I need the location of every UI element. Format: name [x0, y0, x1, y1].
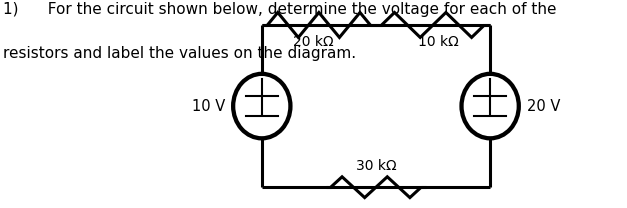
Text: 20 kΩ: 20 kΩ	[293, 35, 334, 49]
Text: 1)      For the circuit shown below, determine the voltage for each of the: 1) For the circuit shown below, determin…	[3, 2, 556, 17]
Text: 20 V: 20 V	[527, 99, 561, 114]
Text: 30 kΩ: 30 kΩ	[356, 159, 396, 173]
Text: 10 V: 10 V	[191, 99, 225, 114]
Text: resistors and label the values on the diagram.: resistors and label the values on the di…	[3, 46, 356, 61]
Text: 10 kΩ: 10 kΩ	[418, 35, 459, 49]
